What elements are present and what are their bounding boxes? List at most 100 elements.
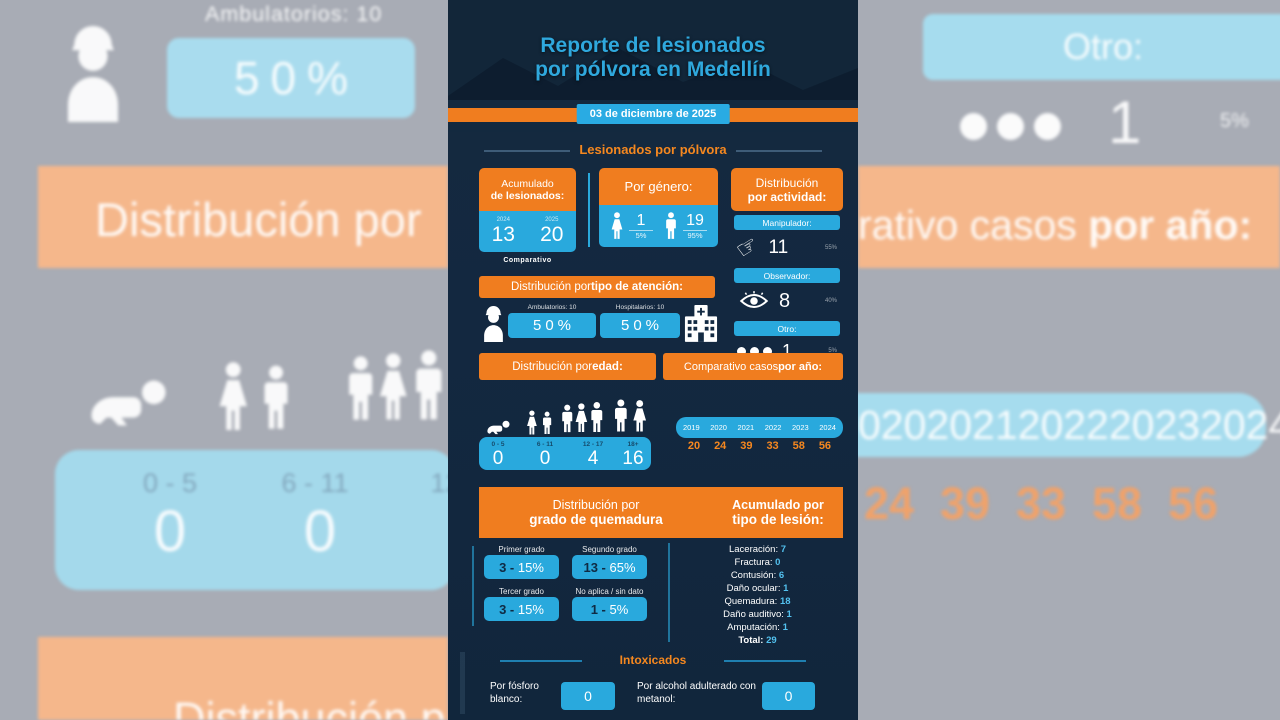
year-value: 33: [766, 440, 779, 452]
bg-otro-pct: 5%: [1220, 110, 1249, 132]
ambulatorios-label: Ambulatorios: 10: [527, 304, 577, 311]
actividad-title1: Distribución: [755, 175, 819, 190]
bg-year: 2024: [1200, 401, 1280, 448]
bg-year: 2023: [1108, 401, 1201, 448]
quemadura-label: Primer grado: [498, 545, 545, 554]
edad-bar: 0 - 5 6 - 11 12 - 17 18+ 0 0 4 16: [479, 437, 651, 470]
date-badge: 03 de diciembre de 2025: [576, 104, 730, 124]
quemadura-left-line: [472, 546, 474, 626]
lesion-total: Total: 29: [738, 635, 777, 646]
bg-otro-value: 1: [1108, 89, 1142, 156]
actividad-value: 8: [779, 289, 791, 312]
bg-ambulatorios-label: Ambulatorios: 10: [205, 2, 383, 26]
male-icon: [664, 212, 678, 240]
genero-box: Por género: 1 5% 19 95%: [599, 168, 718, 247]
actividad-label-bar: Observador:: [734, 268, 840, 283]
acumulado-year2: 2025: [545, 216, 559, 223]
bg-otro-label: Otro:: [1062, 26, 1143, 67]
intoxicados-line-right: [724, 660, 806, 662]
lesion-item: Laceración: 7: [728, 544, 787, 555]
acumulado-year1: 2024: [496, 216, 510, 223]
bg-age-label: 6 - 11: [281, 468, 349, 498]
bg-year-value: 24: [864, 478, 915, 529]
fosforo-box: 0: [561, 682, 615, 710]
year-label: 2024: [819, 423, 836, 432]
metanol-label: Por alcohol adulterado con metanol:: [637, 681, 756, 705]
bg-baby-icon: [86, 374, 168, 436]
quemadura-label: No aplica / sin dato: [575, 587, 644, 596]
hospital-icon: [684, 303, 718, 343]
genero-male-pct: 95%: [687, 231, 703, 240]
acumulado-value1: 13: [491, 222, 515, 246]
edad-label: 18+: [627, 441, 639, 448]
bg-dots-icon: [960, 113, 1061, 140]
actividad-pct: 40%: [824, 298, 837, 304]
credit-strip: [460, 652, 465, 714]
vertical-divider: [588, 173, 590, 247]
year-label: 2023: [792, 423, 809, 432]
fosforo-label: Por fósforo blanco:: [490, 681, 539, 705]
bg-ambulatorios-pct: 50%: [233, 52, 360, 104]
actividad-label-bar: Manipulador:: [734, 215, 840, 230]
bg-age-band: 0 - 5 6 - 11 12 - 1 0 0 4: [55, 450, 503, 590]
header-line-left: [484, 150, 570, 152]
acumulado-title2: de lesionados:: [490, 189, 565, 202]
edad-value: 0: [492, 448, 504, 469]
bg-year-values: 24 39 33 58 56: [846, 478, 1266, 530]
atencion-header: Distribución por tipo de atención:: [479, 276, 715, 298]
quemadura-title: Distribución por grado de quemadura: [529, 498, 663, 527]
lesion-item: Quemadura: 18: [724, 596, 791, 607]
acumulado-box: Acumulado de lesionados: 2024 13 2025 20…: [479, 168, 576, 264]
quemadura-box: 13 - 65%: [572, 555, 647, 579]
edad-label: 0 - 5: [491, 441, 505, 448]
bg-children-icons: [212, 348, 300, 436]
bg-group-icons: [344, 336, 450, 436]
lesion-item: Fractura: 0: [734, 557, 781, 568]
eye-icon: [737, 289, 771, 313]
edad-label: 6 - 11: [536, 441, 554, 448]
actividad-label: Observador:: [763, 270, 811, 281]
lower-banner: Distribución por grado de quemadura Acum…: [479, 487, 843, 538]
bg-year-value: 33: [1015, 478, 1067, 529]
bg-otro-bar: Otro:: [923, 14, 1280, 80]
quemadura-box: 3 - 15%: [484, 597, 559, 621]
edad-header: Distribución por edad:: [479, 353, 656, 380]
intoxicados-line-left: [500, 660, 582, 662]
year-value: 24: [714, 440, 727, 452]
edad-value: 0: [539, 448, 551, 469]
years-bar: 2019 2020 2021 2022 2023 2024: [676, 417, 843, 438]
bg-band-bottom-text: Distribución p: [173, 693, 446, 720]
bg-year: 020: [858, 401, 927, 448]
bg-year: 2022: [1017, 401, 1109, 448]
lesion-title: Acumulado por tipo de lesión:: [732, 498, 824, 527]
bg-band-right-text: rativo casos por año:: [858, 202, 1253, 248]
bg-year-value: 56: [1167, 478, 1218, 529]
bg-band-left: Distribución por: [38, 166, 448, 268]
bg-years-band: 020 2021 2022 2023 2024: [846, 393, 1280, 457]
bg-band-bottom: Distribución p: [38, 637, 448, 720]
bg-paramedic-icon: [56, 26, 130, 122]
edad-value: 16: [622, 448, 644, 469]
year-label: 2021: [737, 423, 755, 432]
actividad-value: 11: [768, 237, 789, 258]
hospitalarios-box: 50%: [600, 313, 680, 338]
page-title-line2: por pólvora en Medellín: [535, 58, 771, 81]
ambulatorios-box: 50%: [508, 313, 596, 338]
hospitalarios-value: 50%: [620, 317, 664, 334]
actividad-label: Otro:: [777, 323, 797, 334]
female-icon: [610, 212, 624, 240]
adults-icons: [611, 397, 649, 435]
ambulatorios-value: 50%: [532, 317, 576, 334]
actividad-value: 1: [782, 340, 793, 361]
year-values: 20 24 39 33 58 56: [676, 440, 843, 452]
actividad-label: Manipulador:: [762, 217, 812, 228]
bg-age-value: 0: [303, 499, 337, 564]
acumulado-value2: 20: [540, 222, 564, 246]
bg-band-right: rativo casos por año:: [858, 166, 1280, 268]
actividad-title2: por actividad:: [747, 189, 827, 204]
lesion-item: Amputación: 1: [727, 622, 788, 633]
bg-age-value: 0: [153, 499, 187, 564]
bg-ambulatorios-pct-box: 50%: [167, 38, 415, 118]
